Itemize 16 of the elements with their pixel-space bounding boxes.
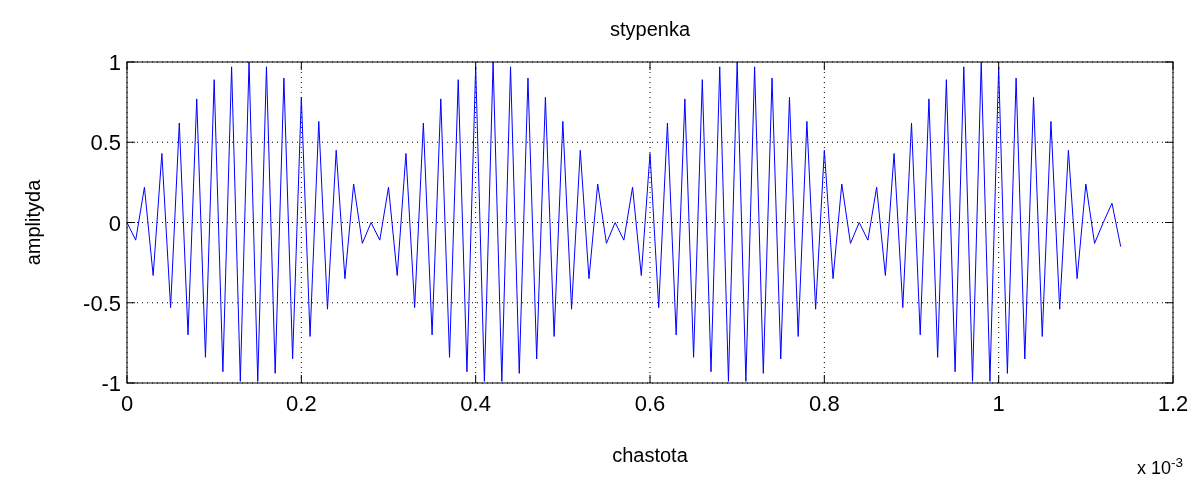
line-series	[127, 61, 1122, 382]
text: x 10$^{-3}$	[1136, 454, 1183, 478]
chart-title: stypenka	[609, 18, 691, 40]
y-tick-label: 0	[108, 210, 121, 236]
x-tick-label: 1	[992, 391, 1005, 416]
x-tick-label: 0.4	[460, 391, 491, 416]
y-axis-title: amplityda	[22, 178, 44, 266]
x-tick-label: 1.2	[1157, 391, 1189, 416]
x-axis-title: chastota	[612, 444, 689, 466]
y-tick-label: 1	[108, 50, 121, 75]
x-tick-label: 0.6	[634, 391, 666, 416]
y-tick-label: -1	[101, 371, 121, 396]
y-tick-label: 0.5	[90, 130, 121, 156]
x-tick-label: 0.2	[286, 391, 317, 416]
y-tick-label: -0.5	[83, 290, 121, 316]
x-tick-label: 0.8	[809, 391, 840, 416]
